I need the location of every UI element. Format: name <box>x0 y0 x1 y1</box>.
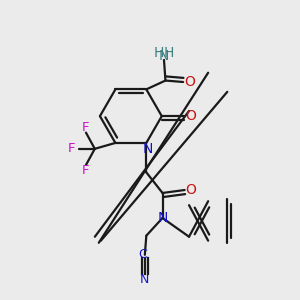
Text: N: N <box>157 211 168 225</box>
Text: F: F <box>82 121 90 134</box>
Text: O: O <box>186 183 196 197</box>
Text: N: N <box>159 49 169 63</box>
Text: F: F <box>82 164 90 177</box>
Text: N: N <box>142 142 153 156</box>
Text: O: O <box>184 75 195 89</box>
Text: C: C <box>138 248 147 261</box>
Text: N: N <box>140 273 149 286</box>
Text: F: F <box>68 142 76 155</box>
Text: H: H <box>154 46 164 60</box>
Text: O: O <box>185 109 196 123</box>
Text: H: H <box>163 46 174 60</box>
